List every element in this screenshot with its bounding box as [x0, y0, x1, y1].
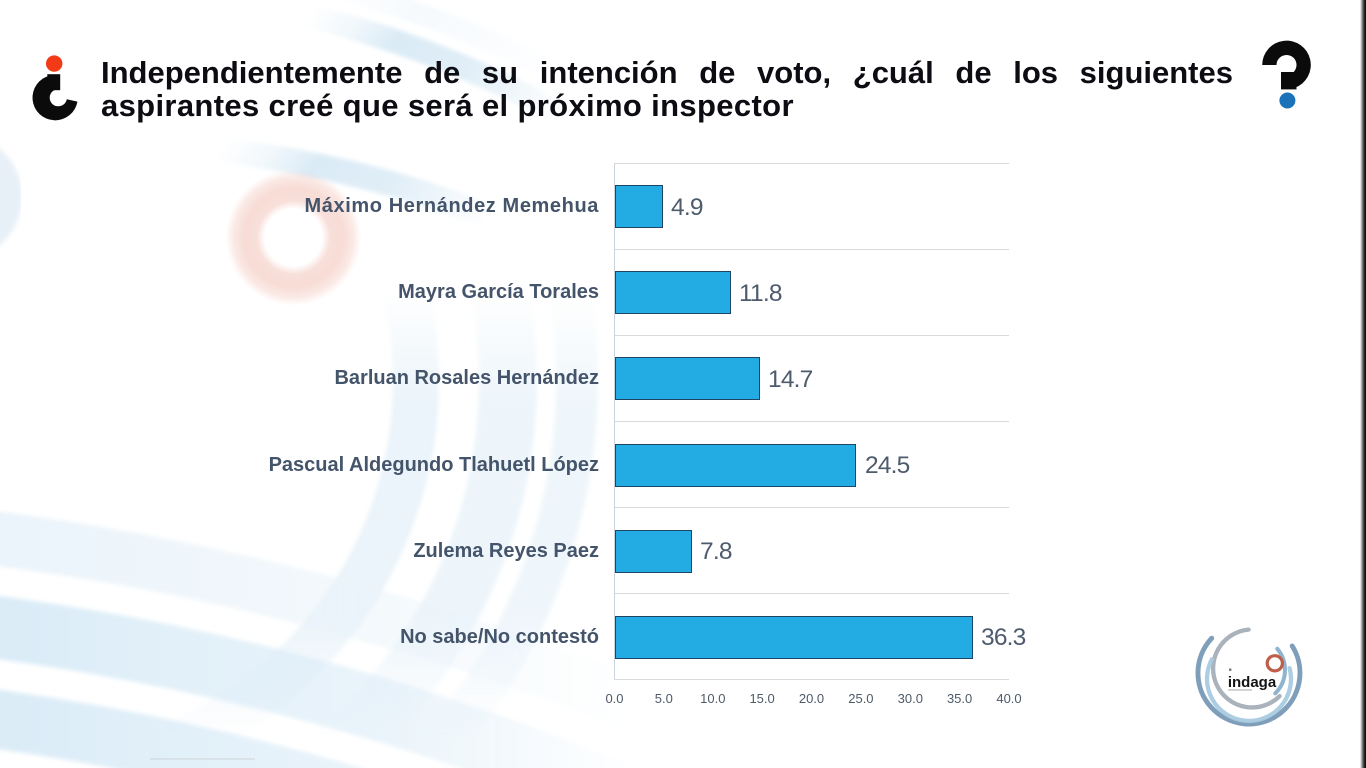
svg-text:indaga: indaga	[1228, 674, 1277, 691]
